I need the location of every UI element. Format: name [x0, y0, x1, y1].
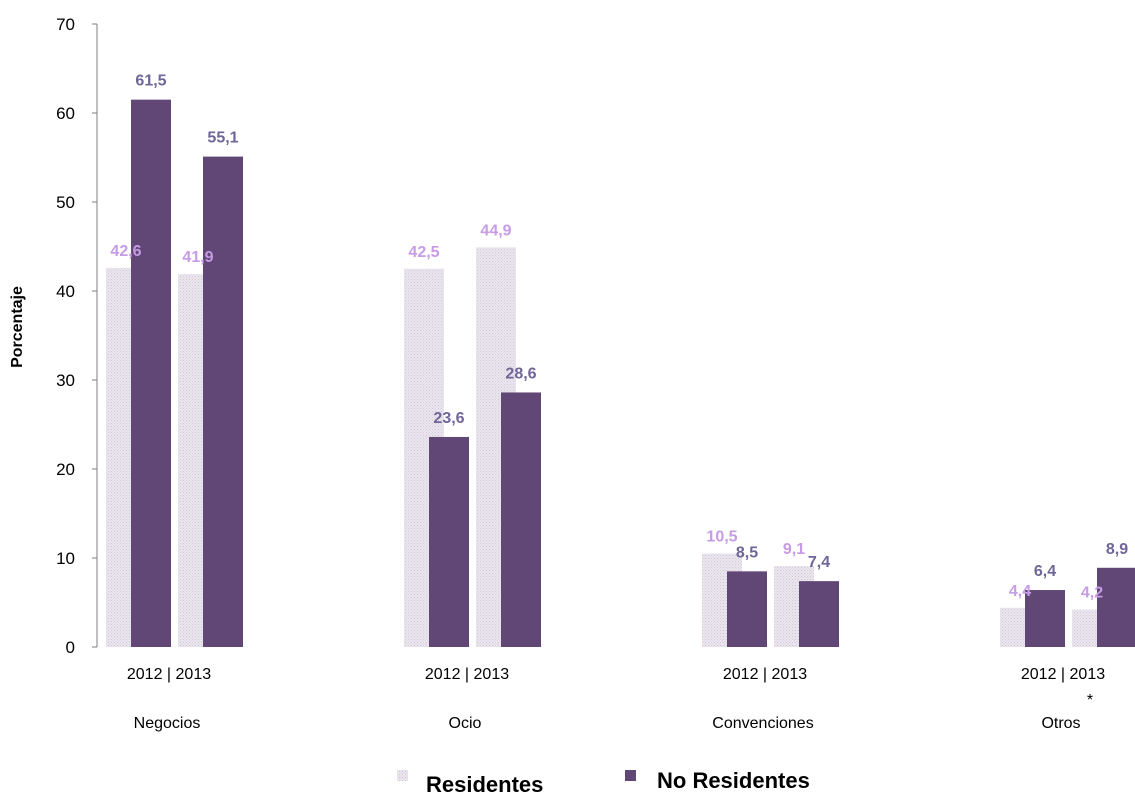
bars-layer	[106, 99, 1135, 648]
data-label: 55,1	[207, 130, 238, 147]
legend-label-no-residentes: No Residentes	[657, 768, 810, 793]
category-note: *	[1087, 692, 1093, 709]
bar-no-residentes	[203, 156, 243, 648]
data-label: 4,2	[1081, 585, 1103, 602]
bar-no-residentes	[1025, 590, 1065, 647]
bar-no-residentes	[131, 99, 171, 647]
year-labels: 2012 | 2013	[1021, 666, 1105, 683]
data-label: 44,9	[480, 222, 511, 239]
category-label: Convenciones	[712, 715, 813, 732]
legend-label-residentes: Residentes	[426, 772, 543, 794]
y-tick-label: 10	[56, 549, 75, 568]
year-labels: 2012 | 2013	[425, 666, 509, 683]
y-tick-label: 30	[56, 371, 75, 390]
category-label: Ocio	[449, 715, 482, 732]
data-label: 42,5	[408, 244, 439, 261]
data-label: 42,6	[110, 243, 141, 260]
y-tick-label: 20	[56, 460, 75, 479]
bar-no-residentes	[799, 581, 839, 647]
data-label: 10,5	[706, 529, 737, 546]
legend-swatch-no-residentes	[625, 770, 636, 781]
bar-no-residentes	[429, 436, 469, 647]
y-tick-label: 40	[56, 282, 75, 301]
data-label: 61,5	[135, 73, 166, 90]
y-tick-label: 50	[56, 193, 75, 212]
legend-swatch-residentes	[397, 770, 408, 781]
y-axis: 0 10 20 30 40 50 60 70	[56, 15, 98, 657]
data-label: 9,1	[783, 541, 805, 558]
data-label: 41,9	[182, 249, 213, 266]
data-label: 23,6	[433, 410, 464, 427]
y-tick-label: 0	[66, 638, 75, 657]
y-axis-label: Porcentaje	[9, 286, 26, 368]
category-label: Otros	[1041, 715, 1080, 732]
bar-no-residentes	[1097, 567, 1135, 647]
data-label: 28,6	[505, 365, 536, 382]
legend: Residentes No Residentes	[397, 768, 810, 794]
year-labels: 2012 | 2013	[723, 666, 807, 683]
data-label: 6,4	[1034, 563, 1056, 580]
bar-no-residentes	[501, 392, 541, 647]
year-labels: 2012 | 2013	[127, 666, 211, 683]
category-labels-layer: 2012 | 2013 Negocios 2012 | 2013 Ocio 2012 |…	[127, 666, 1105, 732]
data-label: 4,4	[1009, 583, 1031, 600]
value-labels-layer: 42,6 61,5 41,9 55,1 42,5 23,6 44,9 28,6 10,58,5 9…	[110, 73, 1128, 602]
data-label: 7,4	[808, 554, 830, 571]
bar-no-residentes	[727, 571, 767, 647]
y-tick-label: 70	[56, 15, 75, 34]
data-label: 8,5	[736, 544, 758, 561]
y-tick-label: 60	[56, 104, 75, 123]
data-label: 8,9	[1106, 541, 1128, 558]
category-label: Negocios	[134, 715, 201, 732]
